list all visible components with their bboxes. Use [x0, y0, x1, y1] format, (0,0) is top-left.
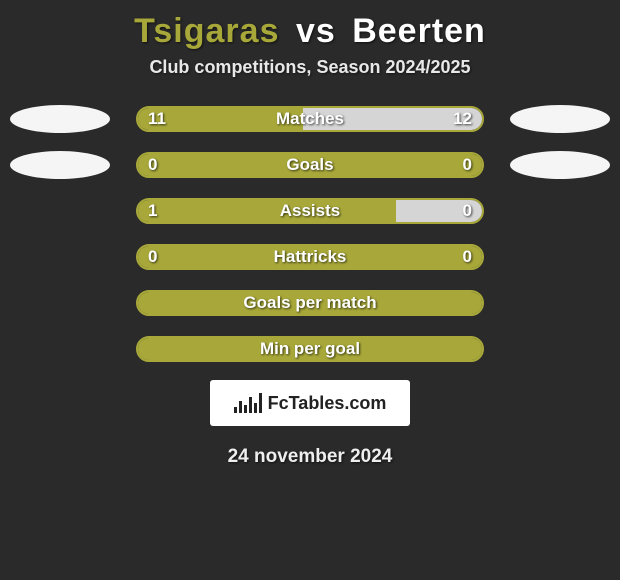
- stat-bar-track: 1 0 Assists: [136, 198, 484, 224]
- title: Tsigaras vs Beerten: [134, 12, 486, 51]
- stat-value-right: 0: [463, 201, 472, 221]
- bar-fill-left: [138, 200, 396, 222]
- comparison-widget: Tsigaras vs Beerten Club competitions, S…: [0, 0, 620, 468]
- stat-value-left: 1: [148, 201, 157, 221]
- logo-bar-segment: [234, 407, 237, 413]
- stat-row: Goals per match: [0, 290, 620, 316]
- stats-rows: 11 12 Matches 0 0 Goals 1 0 Assists 0 0 Hattricks Go…: [0, 106, 620, 362]
- date-text: 24 november 2024: [228, 446, 393, 468]
- player2-marker-icon: [510, 151, 610, 179]
- logo-text: FcTables.com: [268, 393, 387, 414]
- stat-bar-track: 0 0 Hattricks: [136, 244, 484, 270]
- vs-separator: vs: [296, 12, 336, 50]
- logo-bar-segment: [259, 393, 262, 413]
- logo-bar-segment: [249, 397, 252, 413]
- stat-bar-track: 11 12 Matches: [136, 106, 484, 132]
- stat-label: Goals per match: [243, 293, 376, 313]
- stat-row: Min per goal: [0, 336, 620, 362]
- stat-label: Hattricks: [274, 247, 347, 267]
- stat-row: 0 0 Hattricks: [0, 244, 620, 270]
- logo-bar-segment: [254, 403, 257, 413]
- player1-marker-icon: [10, 105, 110, 133]
- stat-value-left: 0: [148, 155, 157, 175]
- stat-label: Goals: [286, 155, 333, 175]
- stat-row: 0 0 Goals: [0, 152, 620, 178]
- stat-row: 1 0 Assists: [0, 198, 620, 224]
- stat-row: 11 12 Matches: [0, 106, 620, 132]
- player2-marker-icon: [510, 105, 610, 133]
- stat-label: Assists: [280, 201, 340, 221]
- fctables-logo[interactable]: FcTables.com: [210, 380, 410, 426]
- player1-name: Tsigaras: [134, 12, 279, 50]
- player1-marker-icon: [10, 151, 110, 179]
- player2-name: Beerten: [352, 12, 486, 50]
- stat-value-right: 0: [463, 155, 472, 175]
- logo-bars-icon: [234, 393, 262, 413]
- logo-bar-segment: [244, 405, 247, 413]
- logo-bar-segment: [239, 401, 242, 413]
- stat-value-left: 0: [148, 247, 157, 267]
- stat-label: Matches: [276, 109, 344, 129]
- stat-label: Min per goal: [260, 339, 360, 359]
- stat-value-left: 11: [148, 109, 166, 129]
- subtitle: Club competitions, Season 2024/2025: [149, 57, 470, 78]
- stat-bar-track: Min per goal: [136, 336, 484, 362]
- stat-value-right: 12: [453, 109, 472, 129]
- stat-value-right: 0: [463, 247, 472, 267]
- stat-bar-track: 0 0 Goals: [136, 152, 484, 178]
- stat-bar-track: Goals per match: [136, 290, 484, 316]
